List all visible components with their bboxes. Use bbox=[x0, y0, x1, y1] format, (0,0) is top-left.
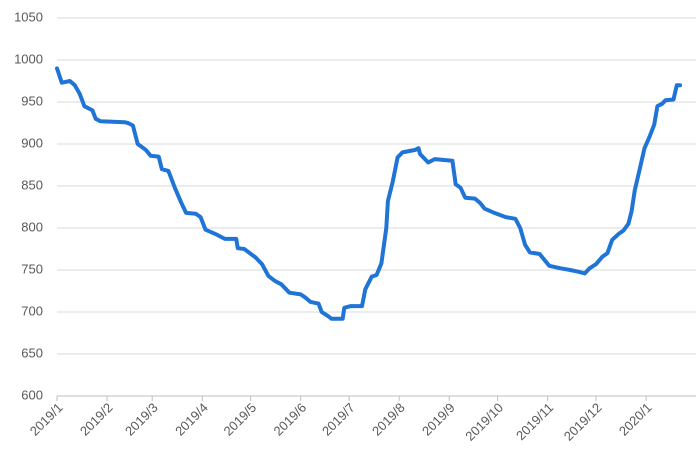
y-tick-label: 700 bbox=[21, 303, 43, 318]
y-tick-label: 800 bbox=[21, 219, 43, 234]
y-tick-label: 850 bbox=[21, 177, 43, 192]
x-tick-label: 2019/7 bbox=[319, 400, 358, 439]
y-tick-label: 600 bbox=[21, 387, 43, 402]
x-tick-label: 2019/6 bbox=[271, 400, 310, 439]
y-tick-label: 650 bbox=[21, 345, 43, 360]
x-tick-label: 2019/3 bbox=[122, 400, 161, 439]
x-tick-label: 2019/12 bbox=[561, 400, 605, 444]
y-tick-label: 900 bbox=[21, 135, 43, 150]
x-tick-label: 2019/10 bbox=[462, 400, 506, 444]
x-tick-label: 2019/8 bbox=[369, 400, 408, 439]
x-tick-label: 2019/4 bbox=[172, 400, 211, 439]
x-tick-label: 2019/11 bbox=[513, 400, 556, 443]
x-tick-label: 2019/9 bbox=[419, 400, 458, 439]
x-tick-label: 2019/5 bbox=[221, 400, 260, 439]
x-tick-label: 2019/2 bbox=[77, 400, 116, 439]
x-tick-label: 2020/1 bbox=[616, 400, 655, 439]
y-tick-label: 950 bbox=[21, 93, 43, 108]
y-tick-label: 750 bbox=[21, 261, 43, 276]
y-tick-label: 1000 bbox=[14, 51, 43, 66]
line bbox=[55, 66, 682, 321]
x-tick-label: 2019/1 bbox=[27, 400, 66, 439]
y-tick-label: 1050 bbox=[14, 9, 43, 24]
